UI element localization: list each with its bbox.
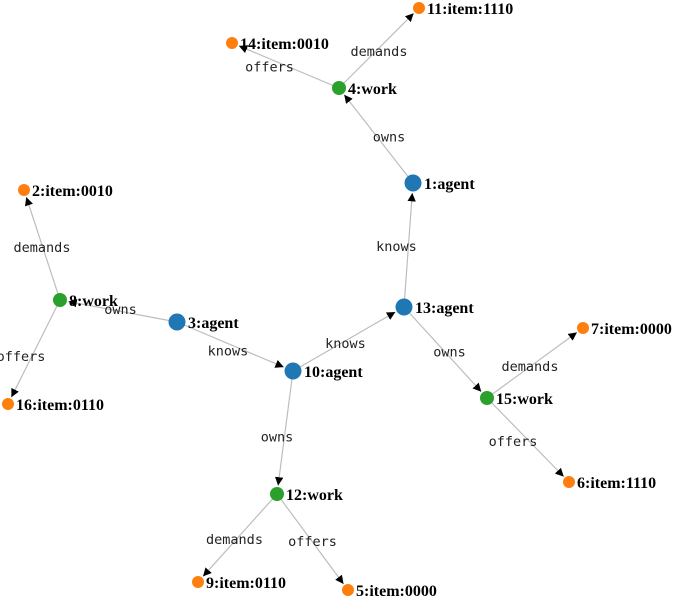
node-label: 1:agent [424,176,475,193]
node-agent-1[interactable] [404,174,422,192]
edge-label-owns: owns [104,302,137,318]
node-item-14[interactable] [226,37,238,49]
node-label: 13:agent [415,300,474,317]
node-label: 12:work [286,487,343,504]
node-item-16[interactable] [2,398,14,410]
edge-10-13 [292,311,396,372]
node-work-12[interactable] [270,487,284,501]
nodes-layer [2,2,589,596]
node-work-4[interactable] [332,81,346,95]
node-agent-13[interactable] [395,298,413,316]
edge-12-5 [276,493,345,585]
edge-8-16 [10,299,61,398]
node-item-11[interactable] [413,2,425,14]
node-label: 4:work [348,81,397,98]
node-label: 3:agent [188,315,239,332]
node-label: 14:item:0010 [240,36,329,53]
edges-layer [10,12,578,585]
node-label: 7:item:0000 [591,321,672,338]
edge-10-12 [275,370,294,486]
edge-label-knows: knows [208,344,249,360]
edge-label-demands: demands [351,44,408,60]
node-label: 16:item:0110 [16,397,104,414]
edge-15-6 [486,397,565,478]
edge-label-owns: owns [373,130,406,146]
node-agent-3[interactable] [168,313,186,331]
edge-label-offers: offers [0,349,45,365]
node-work-15[interactable] [480,391,494,405]
node-label: 5:item:0000 [356,583,437,597]
node-item-5[interactable] [342,584,354,596]
edge-label-offers: offers [489,434,538,450]
edge-1-4 [343,94,414,184]
edge-13-1 [403,192,416,308]
edge-3-8 [68,298,178,323]
edge-13-15 [403,306,482,393]
edge-label-demands: demands [206,532,263,548]
node-item-2[interactable] [18,184,30,196]
node-label: 15:work [496,391,553,408]
node-label: 11:item:1110 [427,1,513,18]
edge-label-demands: demands [14,240,71,256]
edge-label-owns: owns [261,430,294,446]
edge-4-11 [338,12,415,89]
edge-12-9 [202,493,278,577]
node-label: 10:agent [304,364,363,381]
node-label: 2:item:0010 [32,183,113,200]
edge-15-7 [486,331,578,399]
edge-labels-layer: owns demands offers knows knows knows owns dema… [0,44,558,550]
node-item-9[interactable] [192,576,204,588]
edge-label-offers: offers [245,60,294,76]
node-item-7[interactable] [577,322,589,334]
edge-8-2 [24,196,61,301]
node-label: 8:work [69,293,118,310]
node-work-8[interactable] [53,293,67,307]
node-label: 9:item:0110 [206,575,286,592]
edge-3-10 [176,321,285,368]
edge-4-14 [238,45,340,89]
node-labels-layer: 1:agent 2:item:0010 3:agent 4:work 5:item:00… [16,1,672,597]
edge-label-owns: owns [433,345,466,361]
node-agent-10[interactable] [284,362,302,380]
edge-label-demands: demands [502,359,559,375]
node-label: 6:item:1110 [577,475,656,492]
edge-label-offers: offers [288,534,337,550]
node-item-6[interactable] [563,476,575,488]
edge-label-knows: knows [376,239,417,255]
edge-label-knows: knows [325,336,366,352]
